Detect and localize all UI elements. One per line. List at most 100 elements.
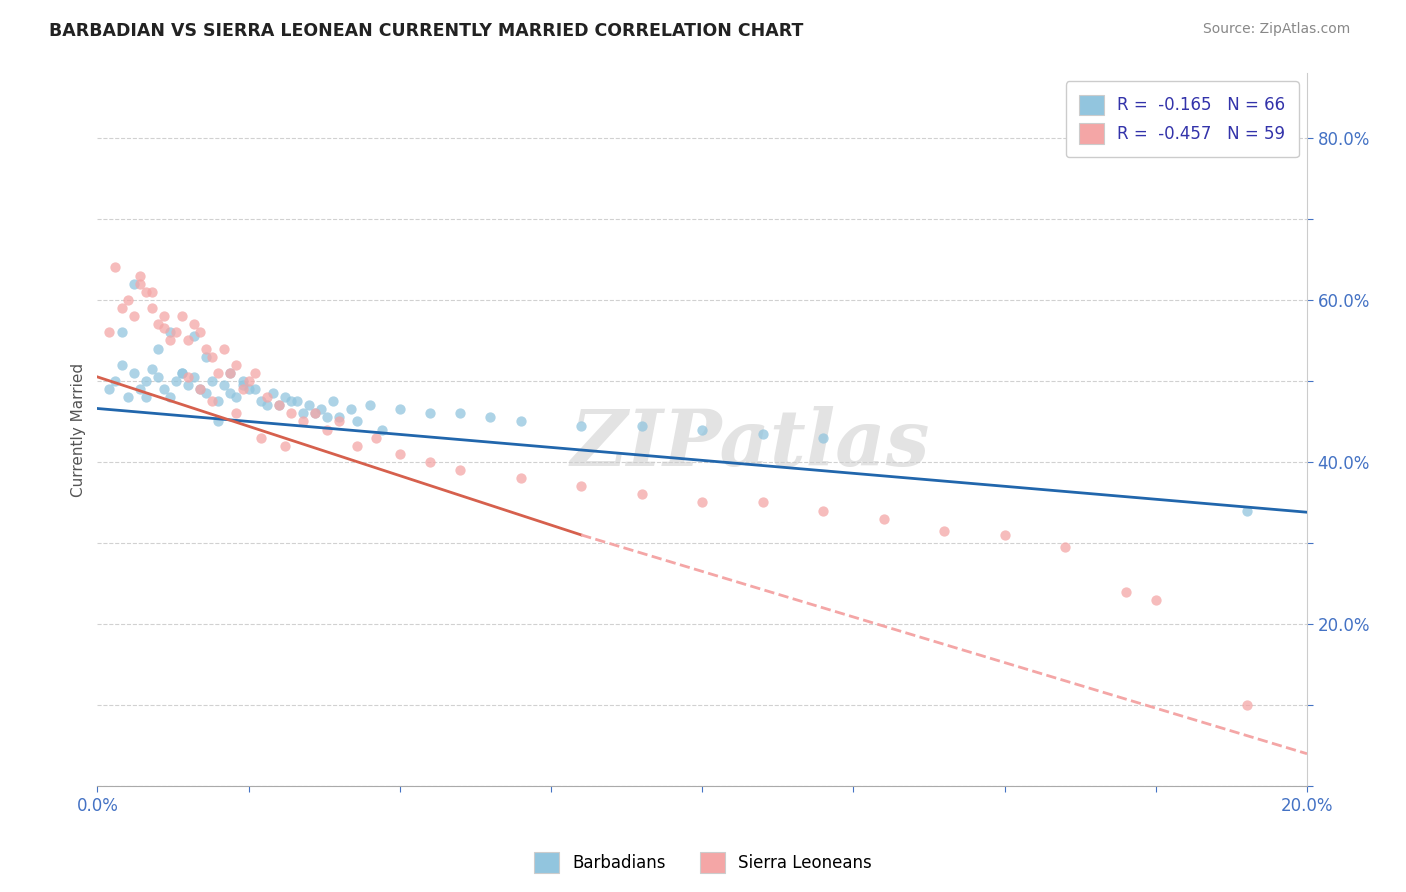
Point bbox=[141, 361, 163, 376]
Point bbox=[177, 378, 200, 392]
Text: Source: ZipAtlas.com: Source: ZipAtlas.com bbox=[1202, 22, 1350, 37]
Point bbox=[183, 329, 205, 343]
Point bbox=[104, 260, 127, 275]
Point bbox=[231, 374, 253, 388]
Point bbox=[177, 370, 200, 384]
Point bbox=[249, 394, 271, 409]
Point bbox=[267, 398, 290, 412]
Point bbox=[346, 439, 368, 453]
Point bbox=[1144, 592, 1167, 607]
Point bbox=[214, 378, 236, 392]
Point bbox=[419, 455, 441, 469]
Point bbox=[280, 394, 302, 409]
Point bbox=[274, 439, 297, 453]
Point bbox=[328, 414, 350, 428]
Point bbox=[231, 378, 253, 392]
Point bbox=[1054, 540, 1077, 554]
Point bbox=[256, 398, 278, 412]
Point bbox=[128, 277, 150, 291]
Point bbox=[291, 414, 314, 428]
Point bbox=[98, 326, 121, 340]
Point bbox=[249, 431, 271, 445]
Legend: R =  -0.165   N = 66, R =  -0.457   N = 59: R = -0.165 N = 66, R = -0.457 N = 59 bbox=[1066, 81, 1299, 157]
Point bbox=[122, 366, 145, 380]
Point bbox=[207, 366, 229, 380]
Point bbox=[1236, 698, 1258, 712]
Point bbox=[104, 374, 127, 388]
Point bbox=[159, 334, 181, 348]
Point bbox=[298, 398, 321, 412]
Point bbox=[219, 386, 242, 401]
Y-axis label: Currently Married: Currently Married bbox=[72, 362, 86, 497]
Point bbox=[359, 398, 381, 412]
Point bbox=[811, 431, 834, 445]
Point bbox=[188, 382, 211, 396]
Point bbox=[214, 342, 236, 356]
Point bbox=[291, 406, 314, 420]
Point bbox=[183, 370, 205, 384]
Point bbox=[128, 382, 150, 396]
Point bbox=[569, 479, 592, 493]
Point bbox=[1236, 503, 1258, 517]
Point bbox=[201, 350, 224, 364]
Point bbox=[183, 317, 205, 331]
Point bbox=[340, 402, 363, 417]
Point bbox=[449, 463, 471, 477]
Point bbox=[690, 423, 713, 437]
Point bbox=[117, 293, 139, 307]
Point bbox=[135, 390, 157, 404]
Point bbox=[219, 366, 242, 380]
Point bbox=[231, 382, 253, 396]
Point bbox=[316, 423, 339, 437]
Point bbox=[135, 285, 157, 299]
Point bbox=[117, 390, 139, 404]
Point bbox=[304, 406, 326, 420]
Point bbox=[146, 342, 169, 356]
Point bbox=[388, 447, 411, 461]
Point bbox=[195, 350, 218, 364]
Point bbox=[932, 524, 955, 538]
Point bbox=[346, 414, 368, 428]
Point bbox=[165, 374, 187, 388]
Point bbox=[328, 410, 350, 425]
Point bbox=[141, 285, 163, 299]
Point bbox=[1115, 584, 1137, 599]
Point bbox=[262, 386, 284, 401]
Point bbox=[267, 398, 290, 412]
Legend: Barbadians, Sierra Leoneans: Barbadians, Sierra Leoneans bbox=[527, 846, 879, 880]
Point bbox=[751, 495, 773, 509]
Point bbox=[370, 423, 392, 437]
Point bbox=[135, 374, 157, 388]
Point bbox=[509, 471, 531, 485]
Point bbox=[509, 414, 531, 428]
Point bbox=[449, 406, 471, 420]
Point bbox=[201, 374, 224, 388]
Point bbox=[177, 334, 200, 348]
Point bbox=[225, 358, 247, 372]
Point bbox=[188, 326, 211, 340]
Point bbox=[872, 512, 894, 526]
Point bbox=[285, 394, 308, 409]
Point bbox=[201, 394, 224, 409]
Point bbox=[195, 386, 218, 401]
Point bbox=[309, 402, 332, 417]
Point bbox=[195, 342, 218, 356]
Point bbox=[153, 321, 176, 335]
Point bbox=[159, 390, 181, 404]
Point bbox=[98, 382, 121, 396]
Point bbox=[170, 309, 193, 323]
Point bbox=[225, 406, 247, 420]
Text: ZIPatlas: ZIPatlas bbox=[571, 406, 931, 482]
Point bbox=[153, 382, 176, 396]
Point bbox=[243, 366, 266, 380]
Point bbox=[170, 366, 193, 380]
Point bbox=[122, 309, 145, 323]
Point bbox=[146, 317, 169, 331]
Point bbox=[110, 326, 132, 340]
Point bbox=[170, 366, 193, 380]
Point bbox=[419, 406, 441, 420]
Point bbox=[630, 418, 652, 433]
Point bbox=[388, 402, 411, 417]
Point bbox=[225, 390, 247, 404]
Text: BARBADIAN VS SIERRA LEONEAN CURRENTLY MARRIED CORRELATION CHART: BARBADIAN VS SIERRA LEONEAN CURRENTLY MA… bbox=[49, 22, 804, 40]
